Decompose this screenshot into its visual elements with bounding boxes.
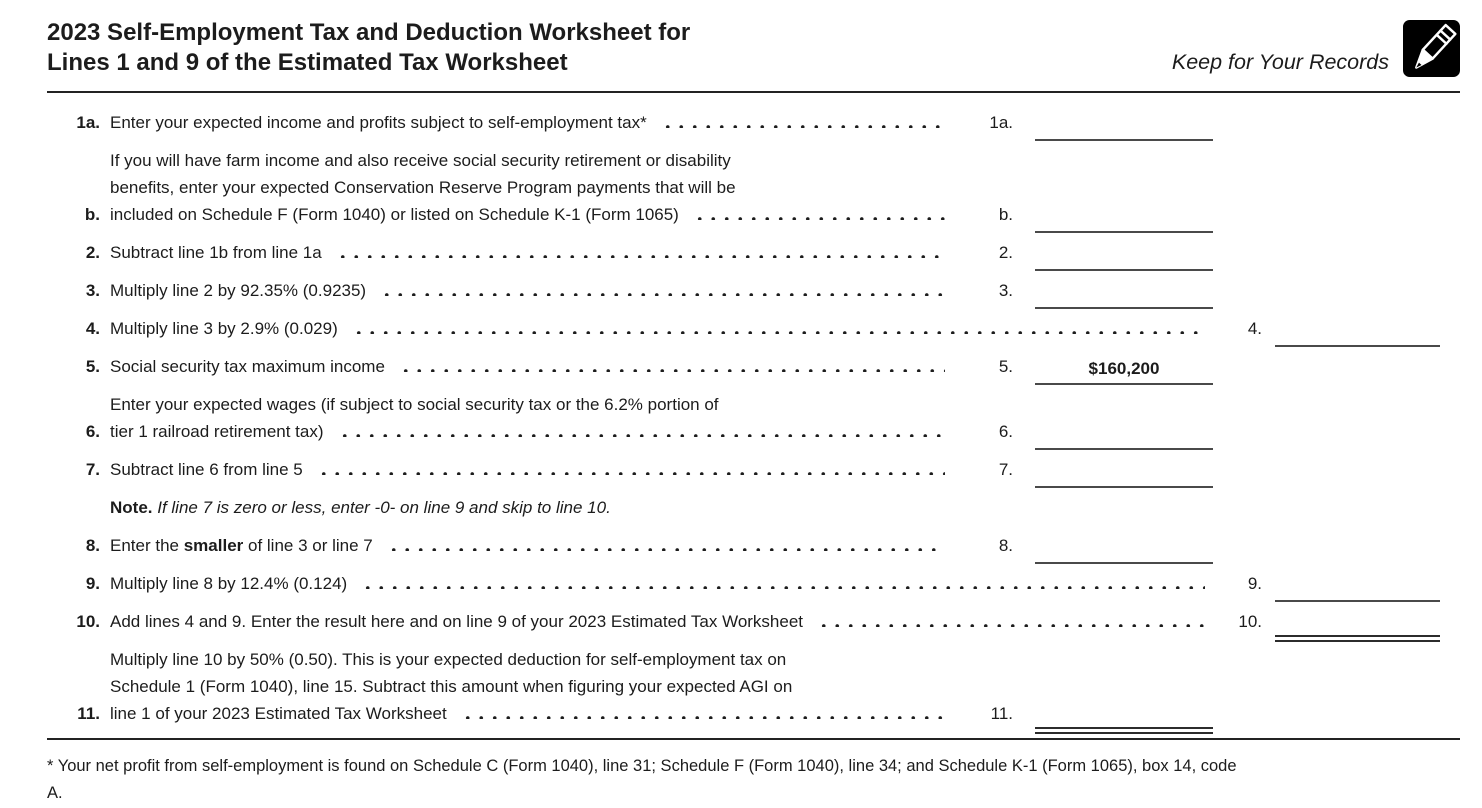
worksheet-row-2: 2. Subtract line 1b from line 1a 2. bbox=[47, 239, 1460, 271]
dot-leader bbox=[690, 216, 945, 220]
footnote-line-1: * Your net profit from self-employment i… bbox=[47, 757, 1237, 775]
entry-line-1a[interactable] bbox=[1035, 117, 1213, 141]
entry-line-8[interactable] bbox=[1035, 540, 1213, 564]
note-text: Note. If line 7 is zero or less, enter -… bbox=[110, 494, 985, 521]
dot-leader bbox=[458, 715, 945, 719]
entry-label-2: 2. bbox=[998, 243, 1013, 262]
row-number: 8. bbox=[85, 536, 100, 555]
entry-line-10[interactable] bbox=[1275, 618, 1440, 642]
pencil-icon bbox=[1403, 20, 1460, 77]
row-number: 6. bbox=[85, 422, 100, 441]
entry-line-11[interactable] bbox=[1035, 710, 1213, 734]
row-text: Add lines 4 and 9. Enter the result here… bbox=[110, 608, 1213, 635]
entry-label-10: 10. bbox=[1238, 612, 1262, 631]
worksheet-row-11: 11. Multiply line 10 by 50% (0.50). This… bbox=[47, 646, 1460, 734]
row-text: Enter your expected wages (if subject to… bbox=[110, 391, 985, 445]
entry-label-9: 9. bbox=[1247, 574, 1262, 593]
dot-leader bbox=[359, 585, 1205, 589]
dot-leader bbox=[384, 547, 945, 551]
note-body: If line 7 is zero or less, enter -0- on … bbox=[157, 498, 611, 517]
entry-value-5: $160,200 bbox=[1088, 359, 1160, 378]
row-text: Multiply line 8 by 12.4% (0.124) bbox=[110, 570, 1213, 597]
entry-label-7: 7. bbox=[998, 460, 1013, 479]
worksheet-row-5: 5. Social security tax maximum income 5.… bbox=[47, 353, 1460, 385]
entry-line-6[interactable] bbox=[1035, 426, 1213, 450]
entry-label-5: 5. bbox=[998, 357, 1013, 376]
row-number: 1a. bbox=[76, 113, 100, 132]
page-title: 2023 Self-Employment Tax and Deduction W… bbox=[47, 18, 1172, 78]
row-text: Subtract line 6 from line 5 bbox=[110, 456, 985, 483]
row-number: 2. bbox=[85, 243, 100, 262]
entry-label-11: 11. bbox=[990, 704, 1013, 723]
dot-leader bbox=[378, 292, 945, 296]
dot-leader bbox=[396, 368, 945, 372]
worksheet-row-3: 3. Multiply line 2 by 92.35% (0.9235) 3. bbox=[47, 277, 1460, 309]
keep-for-records-label: Keep for Your Records bbox=[1171, 50, 1389, 74]
row-number: 4. bbox=[85, 319, 100, 338]
row-text: Enter your expected income and profits s… bbox=[110, 109, 985, 136]
dot-leader bbox=[658, 124, 945, 128]
entry-label-1a: 1a. bbox=[989, 113, 1013, 132]
entry-label-4: 4. bbox=[1247, 319, 1262, 338]
entry-line-7[interactable] bbox=[1035, 464, 1213, 488]
entry-line-9[interactable] bbox=[1275, 578, 1440, 602]
row-text: Enter the smaller of line 3 or line 7 bbox=[110, 532, 985, 559]
entry-line-5[interactable]: $160,200 bbox=[1035, 359, 1213, 385]
row-number: 7. bbox=[85, 460, 100, 479]
entry-label-6: 6. bbox=[998, 422, 1013, 441]
entry-label-3: 3. bbox=[998, 281, 1013, 300]
row-text: Multiply line 3 by 2.9% (0.029) bbox=[110, 315, 1213, 342]
footnote-line-2: A. bbox=[47, 784, 63, 802]
entry-line-4[interactable] bbox=[1275, 323, 1440, 347]
worksheet-row-1a: 1a. Enter your expected income and profi… bbox=[47, 109, 1460, 141]
row-number: 3. bbox=[85, 281, 100, 300]
worksheet-row-4: 4. Multiply line 3 by 2.9% (0.029) 4. bbox=[47, 315, 1460, 347]
row-number: 10. bbox=[76, 612, 100, 631]
entry-line-2[interactable] bbox=[1035, 247, 1213, 271]
dot-leader bbox=[314, 471, 945, 475]
dot-leader bbox=[333, 254, 945, 258]
entry-line-1b[interactable] bbox=[1035, 209, 1213, 233]
worksheet-row-10: 10. Add lines 4 and 9. Enter the result … bbox=[47, 608, 1460, 642]
row-number: 11. bbox=[77, 704, 100, 723]
worksheet-row-9: 9. Multiply line 8 by 12.4% (0.124) 9. bbox=[47, 570, 1460, 602]
row-text: Subtract line 1b from line 1a bbox=[110, 239, 985, 266]
footer-rule bbox=[47, 738, 1460, 740]
entry-label-8: 8. bbox=[998, 536, 1013, 555]
dot-leader bbox=[349, 330, 1205, 334]
worksheet-row-6: 6. Enter your expected wages (if subject… bbox=[47, 391, 1460, 450]
title-line-1: 2023 Self-Employment Tax and Deduction W… bbox=[47, 19, 691, 46]
title-line-2: Lines 1 and 9 of the Estimated Tax Works… bbox=[47, 49, 568, 76]
entry-label-1b: b. bbox=[998, 205, 1013, 224]
entry-line-3[interactable] bbox=[1035, 285, 1213, 309]
row-number: 9. bbox=[85, 574, 100, 593]
footnote: * Your net profit from self-employment i… bbox=[47, 753, 1460, 807]
header-rule bbox=[47, 91, 1460, 93]
header: 2023 Self-Employment Tax and Deduction W… bbox=[47, 18, 1460, 78]
dot-leader bbox=[815, 623, 1205, 627]
row-number: b. bbox=[84, 205, 100, 224]
row-number: 5. bbox=[85, 357, 100, 376]
worksheet-row-8: 8. Enter the smaller of line 3 or line 7… bbox=[47, 532, 1460, 564]
note-prefix: Note. bbox=[110, 498, 153, 517]
row-text: If you will have farm income and also re… bbox=[110, 147, 985, 228]
worksheet-row-7: 7. Subtract line 6 from line 5 7. bbox=[47, 456, 1460, 488]
row-text: Multiply line 2 by 92.35% (0.9235) bbox=[110, 277, 985, 304]
worksheet-row-1b: b. If you will have farm income and also… bbox=[47, 147, 1460, 233]
dot-leader bbox=[335, 433, 945, 437]
note-row: Note. If line 7 is zero or less, enter -… bbox=[47, 494, 1460, 521]
row-text: Social security tax maximum income bbox=[110, 353, 985, 380]
row-text: Multiply line 10 by 50% (0.50). This is … bbox=[110, 646, 985, 727]
